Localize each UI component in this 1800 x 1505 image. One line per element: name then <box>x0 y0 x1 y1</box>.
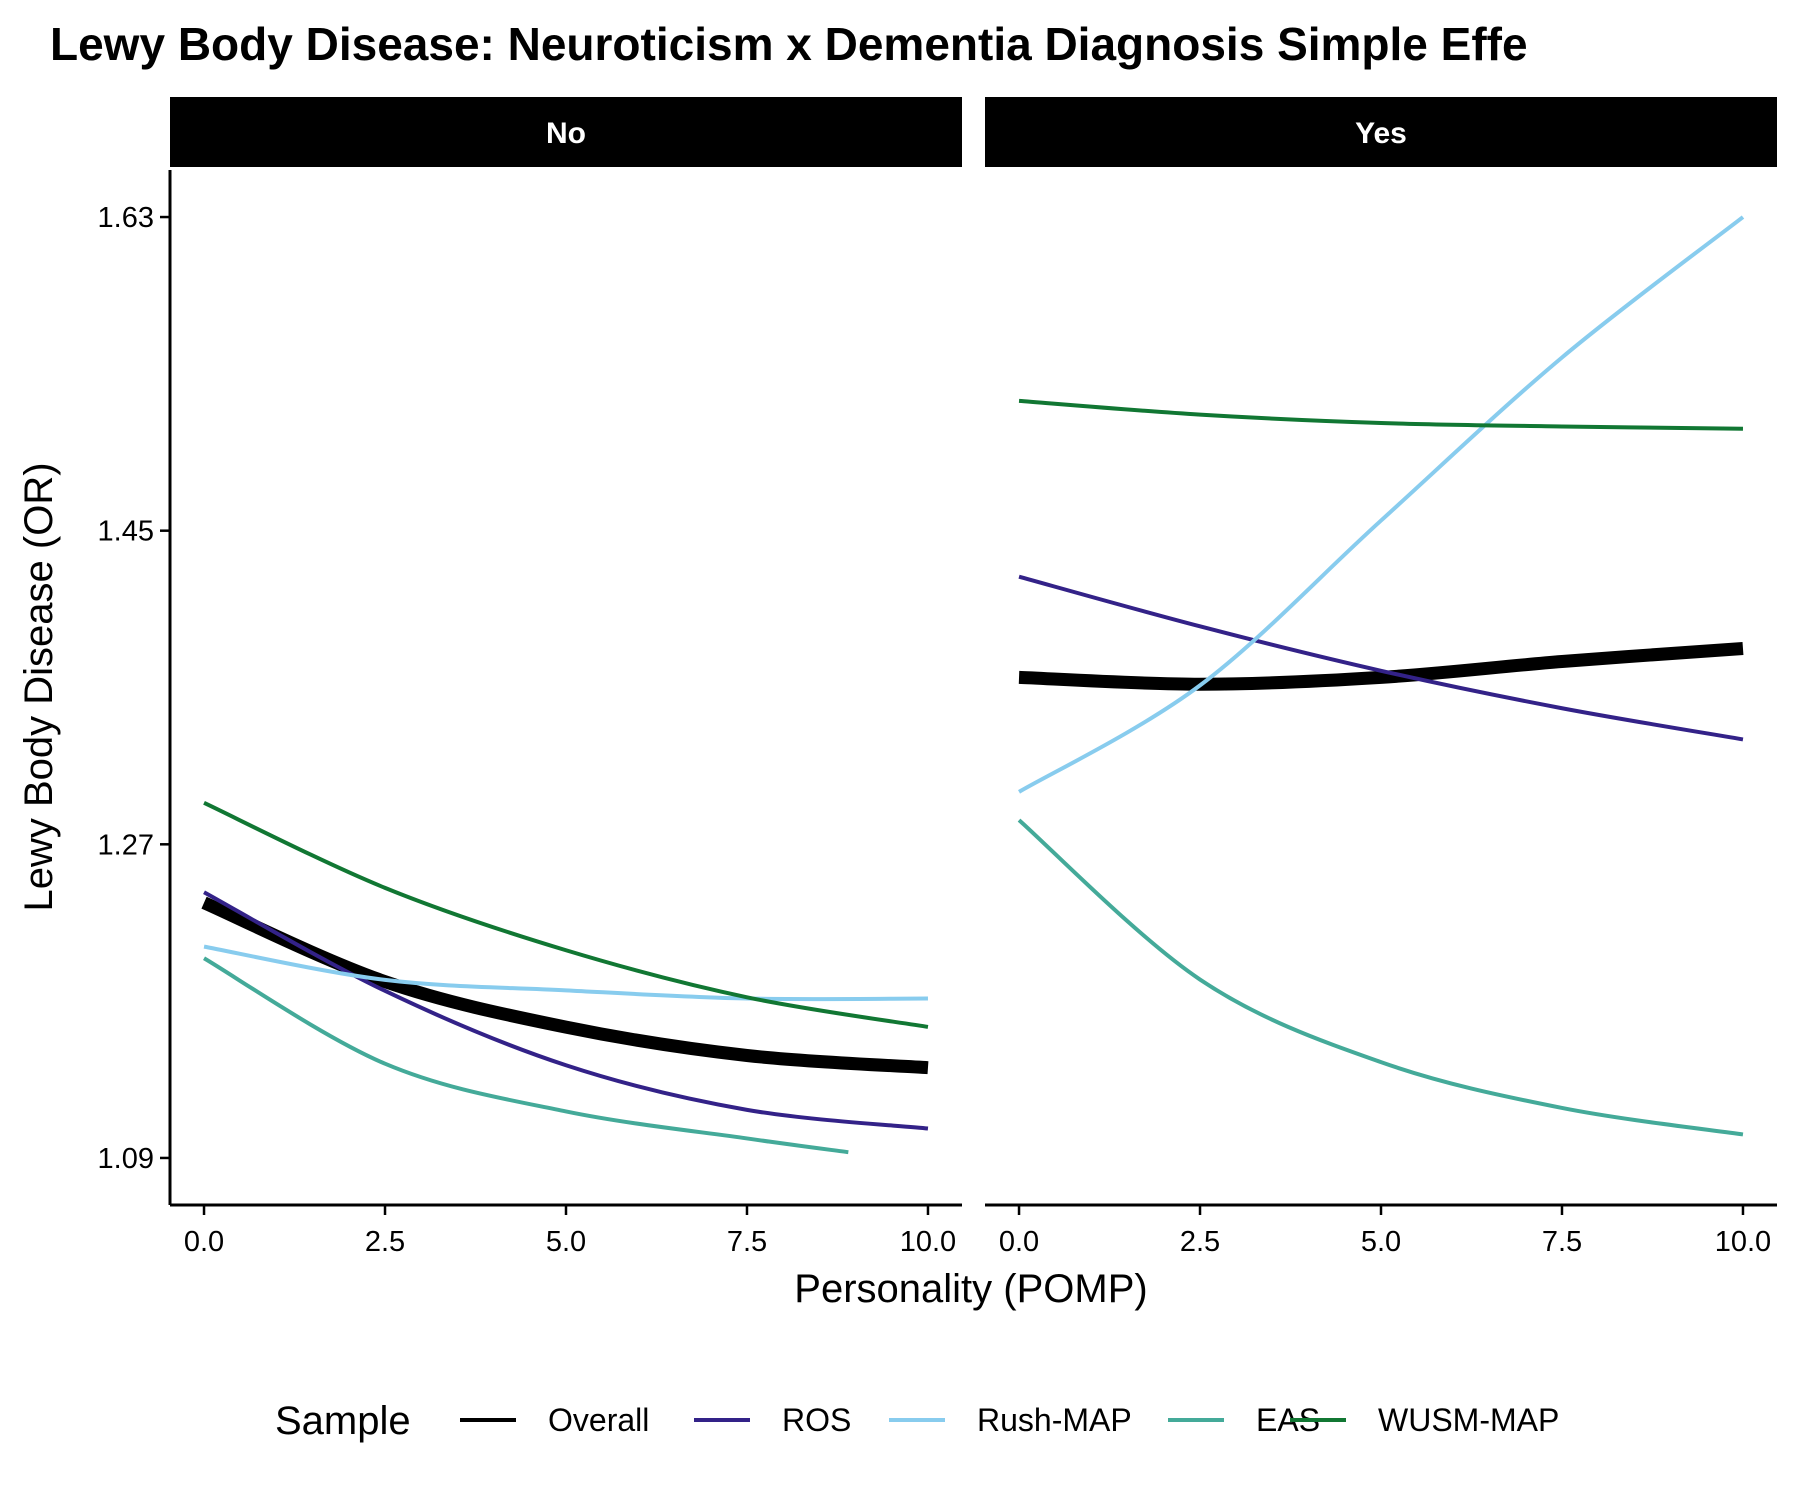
series-line-wusm-map <box>203 801 929 1029</box>
y-tick-label: 1.45 <box>98 516 154 548</box>
series-line-wusm-map <box>1018 398 1743 431</box>
x-tick-label: 0.0 <box>184 1226 224 1258</box>
legend-label: ROS <box>782 1402 851 1438</box>
legend-title: Sample <box>275 1399 411 1443</box>
legend-label: Rush-MAP <box>977 1402 1132 1438</box>
legend-label: Overall <box>548 1402 649 1438</box>
y-tick-label: 1.63 <box>98 202 154 234</box>
legend: Overall ROS Rush-MAP EAS WUSM-MAP <box>460 1402 1559 1438</box>
legend-item-ros: ROS <box>694 1402 851 1438</box>
series-line-rush-map <box>1018 215 1745 794</box>
facet-strip-label: No <box>546 117 586 150</box>
facet-strip <box>170 97 962 167</box>
x-tick-label: 7.5 <box>727 1226 767 1258</box>
x-tick-label: 2.5 <box>1180 1226 1220 1258</box>
facet-strip <box>985 97 1777 167</box>
x-tick-label: 5.0 <box>1361 1226 1401 1258</box>
y-tick-label: 1.09 <box>98 1143 154 1175</box>
legend-label: WUSM-MAP <box>1378 1402 1559 1438</box>
legend-item-overall: Overall <box>460 1402 649 1438</box>
legend-item-wusm-map: WUSM-MAP <box>1290 1402 1559 1438</box>
x-tick-label: 10.0 <box>1715 1226 1771 1258</box>
series-line-eas <box>1017 818 1744 1137</box>
x-tick-label: 7.5 <box>1542 1226 1582 1258</box>
series-line-overall <box>1018 641 1744 691</box>
x-tick-label: 10.0 <box>900 1226 956 1258</box>
x-tick-label: 2.5 <box>365 1226 405 1258</box>
y-axis-label: Lewy Body Disease (OR) <box>17 462 61 911</box>
legend-item-rush-map: Rush-MAP <box>889 1402 1132 1438</box>
panel-no: No 0.0 2.5 5.0 7.5 10.0 1.09 1.27 1.45 1.63 <box>98 97 962 1258</box>
panel-yes: Yes 0.0 2.5 5.0 7.5 10.0 <box>985 97 1777 1258</box>
x-tick-label: 0.0 <box>999 1226 1039 1258</box>
facet-strip-label: Yes <box>1355 117 1407 150</box>
series-line-ros <box>203 890 929 1131</box>
series-line-eas <box>203 956 849 1155</box>
plot-area: No 0.0 2.5 5.0 7.5 10.0 1.09 1.27 1.45 1.63 Yes 0.0… <box>98 97 1777 1258</box>
y-tick-label: 1.27 <box>98 829 154 861</box>
chart-title: Lewy Body Disease: Neuroticism x Dementi… <box>50 18 1528 70</box>
series-line-rush-map <box>203 944 928 1002</box>
x-tick-label: 5.0 <box>546 1226 586 1258</box>
series-line-ros <box>1018 574 1744 742</box>
x-axis-label: Personality (POMP) <box>794 1267 1147 1311</box>
